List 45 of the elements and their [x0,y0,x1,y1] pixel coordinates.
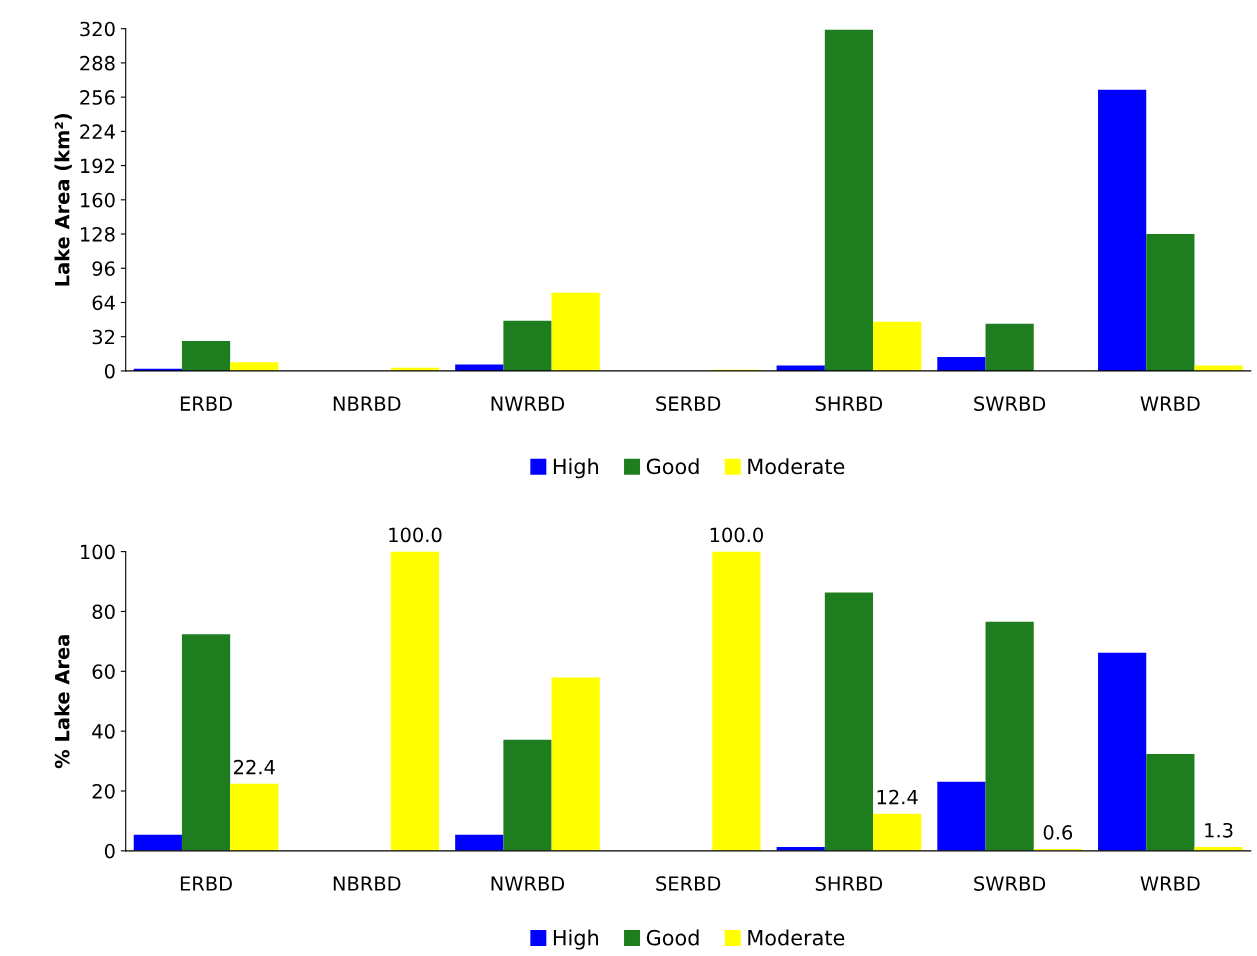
x-tick-label: SERBD [656,876,721,891]
legend-label: Good [646,929,699,946]
x-tick-label: SWRBD [974,396,1046,411]
legend-label: Good [646,458,699,475]
y-axis-title: Lake Area (km²) [54,113,72,286]
x-tick-label: NBRBD [333,876,401,891]
y-tick-label: 20 [92,783,115,799]
data-label: 1.3 [1205,822,1233,838]
x-tick-label: SWRBD [974,876,1046,891]
y-tick-label: 160 [81,192,115,208]
y-tick-label: 60 [92,664,115,679]
y-axis-title: % Lake Area [54,635,70,769]
y-tick-label: 40 [92,724,115,739]
y-tick-label: 256 [80,90,115,105]
legend-label: Moderate [748,929,845,946]
y-tick-label: 64 [92,295,115,311]
y-tick-label: 320 [80,21,115,37]
data-label: 100.0 [710,527,763,543]
data-label: 100.0 [389,527,442,543]
y-tick-label: 0 [104,843,115,859]
x-tick-label: WRBD [1140,876,1200,891]
x-tick-label: SHRBD [815,876,883,891]
y-tick-label: 224 [80,124,115,139]
x-tick-label: SHRBD [815,396,883,411]
legend-label: High [553,458,598,479]
x-tick-label: WRBD [1140,396,1200,411]
x-tick-label: NBRBD [333,396,401,411]
x-tick-label: NWRBD [491,876,565,891]
y-tick-label: 192 [81,158,115,174]
data-label: 22.4 [234,759,275,775]
y-tick-label: 288 [80,55,115,71]
y-tick-label: 32 [92,329,115,345]
legend-label: Moderate [748,458,845,475]
y-tick-label: 96 [92,261,115,276]
x-tick-label: ERBD [180,396,232,411]
data-label: 12.4 [877,789,918,805]
data-label: 0.6 [1043,825,1073,840]
legend-label: High [553,929,598,950]
x-tick-label: ERBD [180,876,232,891]
y-tick-label: 100 [81,544,115,560]
y-tick-label: 0 [104,363,115,379]
y-tick-label: 80 [92,604,115,620]
x-tick-label: NWRBD [491,396,565,411]
x-tick-label: SERBD [656,396,721,411]
y-tick-label: 128 [81,226,115,242]
